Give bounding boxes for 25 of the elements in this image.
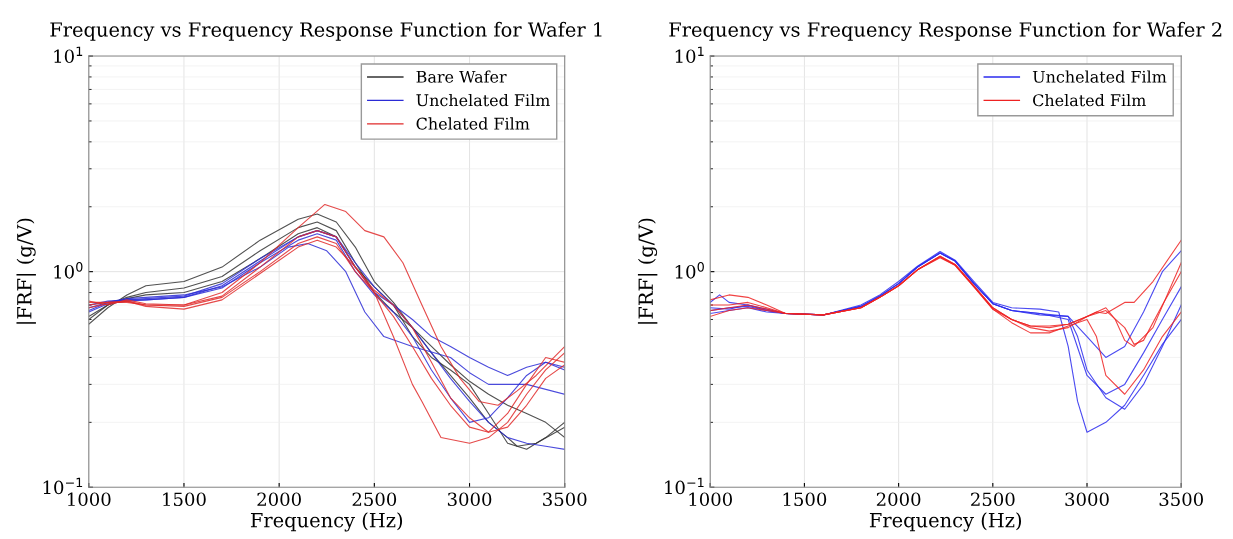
y-tick-label: 10$^{0}$ bbox=[54, 262, 83, 279]
x-tick-label: 1500 bbox=[163, 492, 206, 507]
legend-label: Bare Wafer bbox=[416, 70, 507, 83]
legend-label: Unchelated Film bbox=[1032, 70, 1167, 83]
x-tick-label: 3500 bbox=[543, 492, 587, 507]
x-tick-label: 2500 bbox=[352, 492, 397, 507]
y-axis-title: |FRF| (g/V) bbox=[16, 218, 36, 324]
x-axis-title: Frequency (Hz) bbox=[250, 512, 403, 532]
x-tick-label: 3000 bbox=[447, 492, 492, 507]
x-tick-label: 1500 bbox=[783, 492, 827, 507]
legend-label: Chelated Film bbox=[1033, 93, 1146, 107]
x-tick-label: 2500 bbox=[971, 492, 1015, 507]
y-tick-label: 10$^{0}$ bbox=[675, 262, 704, 279]
x-tick-label: 3000 bbox=[1065, 492, 1109, 507]
y-tick-label: 10$^{1}$ bbox=[54, 46, 83, 64]
x-axis-title: Frequency (Hz) bbox=[869, 512, 1022, 532]
y-tick-label: 10$^{1}$ bbox=[675, 46, 704, 64]
legend-label: Unchelated Film bbox=[416, 93, 550, 107]
chart-title: Frequency vs Frequency Response Function for Wafer 2 bbox=[669, 21, 1222, 41]
chart-title: Frequency vs Frequency Response Function for Wafer 1 bbox=[50, 21, 602, 41]
y-axis-title: |FRF| (g/V) bbox=[637, 218, 658, 324]
x-tick-label: 2000 bbox=[257, 492, 301, 507]
x-tick-label: 2000 bbox=[876, 492, 921, 507]
x-tick-label: 3500 bbox=[1159, 492, 1203, 507]
legend-label: Chelated Film bbox=[416, 117, 530, 130]
